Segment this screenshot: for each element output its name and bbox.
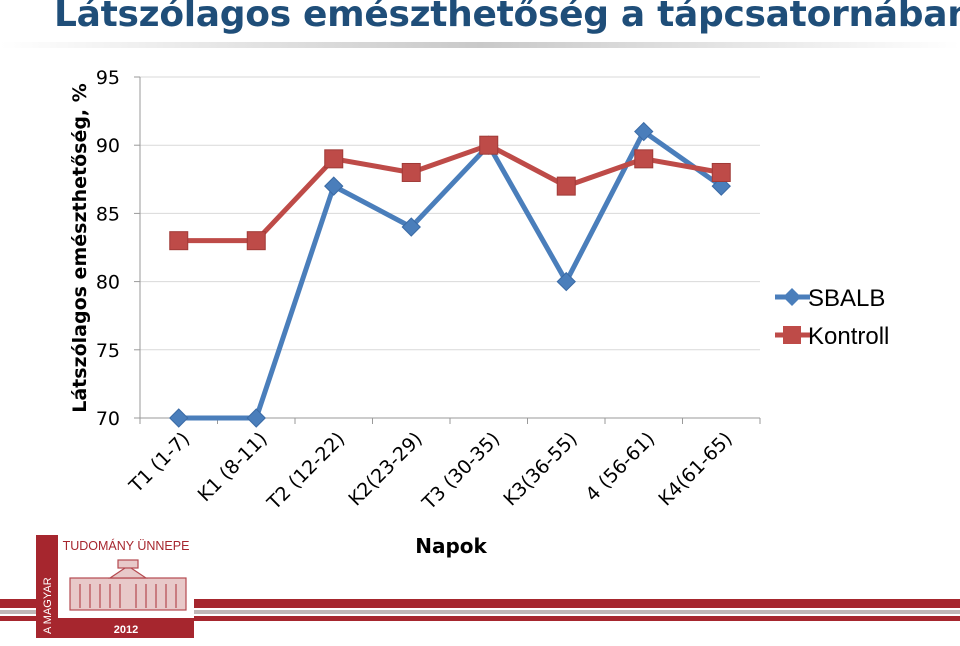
footer-bar-mid	[0, 610, 960, 614]
footer-bar-top	[0, 599, 960, 608]
data-point-sbalb	[401, 217, 421, 237]
footer: TUDOMÁNY ÜNNEPE A MAGYAR 2012	[0, 530, 960, 641]
line-chart: 70 75 80 85 90 95 T1 (1-7) K1 (8-11)T2 (12-22)…	[69, 67, 889, 558]
logo-year: 2012	[114, 624, 138, 636]
y-tick-label: 90	[96, 135, 120, 157]
gridlines	[140, 76, 760, 419]
data-point-kontroll	[324, 149, 344, 169]
title-divider	[0, 42, 960, 48]
logo-side-text: A MAGYAR	[42, 577, 54, 634]
data-point-kontroll	[169, 231, 189, 251]
x-tick-label: K2(23-29)	[344, 428, 426, 510]
data-point-kontroll	[711, 162, 731, 182]
data-point-kontroll	[556, 176, 576, 196]
data-point-kontroll	[246, 231, 266, 251]
series-markers	[169, 121, 731, 428]
x-tick-label: T3 (30-35)	[417, 428, 504, 515]
slide-title: Látszólagos emészthetőség a tápcsatornáb…	[54, 0, 960, 35]
series-line-sbalb	[178, 129, 723, 421]
data-point-sbalb	[169, 408, 189, 428]
data-point-sbalb	[246, 408, 266, 428]
chart-legend: SBALB Kontroll	[775, 285, 889, 350]
logo-text: TUDOMÁNY ÜNNEPE	[63, 538, 190, 553]
data-point-sbalb	[634, 121, 654, 142]
y-tick-label: 75	[96, 340, 120, 362]
y-tick-label: 80	[96, 272, 120, 294]
building-icon	[69, 559, 187, 611]
data-point-sbalb	[324, 176, 344, 196]
footer-bar-low	[0, 616, 960, 621]
y-tick-label: 85	[96, 203, 120, 225]
logo: TUDOMÁNY ÜNNEPE A MAGYAR 2012	[36, 530, 194, 638]
x-tick-label: T1 (1-7)	[125, 428, 195, 498]
data-point-kontroll	[634, 149, 654, 169]
y-axis-label: Látszólagos emészthetőség, %	[69, 83, 91, 413]
x-tick-label: 4 (56-61)	[581, 428, 659, 506]
x-tick-label: K1 (8-11)	[194, 428, 272, 506]
footer-decoration: TUDOMÁNY ÜNNEPE A MAGYAR 2012	[0, 530, 960, 638]
legend-diamond-icon	[783, 288, 801, 306]
x-tick-label: T2 (12-22)	[262, 428, 349, 515]
legend-label: SBALB	[808, 285, 885, 312]
y-tick-label: 70	[96, 408, 120, 430]
x-tick-label: K4(61-65)	[654, 428, 736, 510]
series-line-kontroll	[178, 142, 722, 244]
chart-axes	[134, 76, 761, 424]
series-lines	[178, 129, 723, 421]
y-tick-label: 95	[96, 67, 120, 89]
x-tick-label: K3(36-55)	[499, 428, 581, 510]
y-tick-labels: 70 75 80 85 90 95	[96, 67, 120, 430]
legend-label: Kontroll	[808, 323, 889, 350]
data-point-kontroll	[401, 162, 421, 182]
legend-square-icon	[783, 326, 801, 344]
x-tick-labels: T1 (1-7) K1 (8-11)T2 (12-22)K2(23-29)T3 (…	[125, 428, 737, 515]
x-axis-label: Napok	[415, 534, 487, 558]
data-point-sbalb	[556, 271, 576, 292]
data-point-kontroll	[479, 135, 499, 155]
